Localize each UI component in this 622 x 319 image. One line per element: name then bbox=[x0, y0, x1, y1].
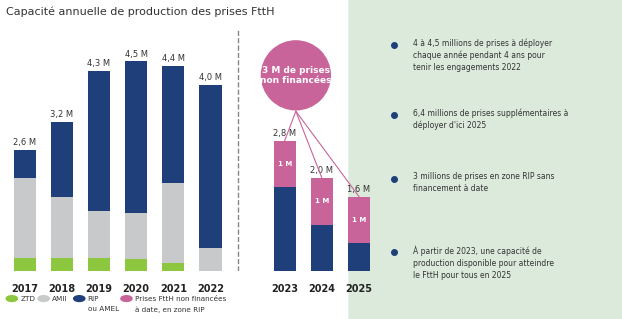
Text: 2,0 M: 2,0 M bbox=[310, 166, 333, 175]
Text: AMII: AMII bbox=[52, 296, 68, 302]
Bar bbox=[348, 243, 370, 271]
Text: 4,3 M: 4,3 M bbox=[88, 59, 111, 68]
Text: 4 à 4,5 millions de prises à déployer
chaque année pendant 4 ans pour
tenir les : 4 à 4,5 millions de prises à déployer ch… bbox=[414, 38, 552, 72]
Bar bbox=[125, 259, 147, 271]
Text: Prises FttH non financées: Prises FttH non financées bbox=[135, 296, 226, 302]
Text: Capacité annuelle de production des prises FttH: Capacité annuelle de production des pris… bbox=[6, 6, 275, 17]
Text: 4,5 M: 4,5 M bbox=[124, 49, 147, 59]
Bar bbox=[14, 178, 36, 258]
Bar bbox=[311, 178, 333, 225]
Bar bbox=[51, 122, 73, 197]
Text: 2,8 M: 2,8 M bbox=[273, 129, 296, 138]
Text: 2021: 2021 bbox=[160, 284, 187, 294]
Text: ou AMEL: ou AMEL bbox=[88, 306, 119, 312]
Text: 4,0 M: 4,0 M bbox=[199, 73, 222, 82]
Text: à date, en zone RIP: à date, en zone RIP bbox=[135, 306, 205, 313]
Bar bbox=[162, 263, 185, 271]
Text: À partir de 2023, une capacité de
production disponible pour atteindre
le FttH p: À partir de 2023, une capacité de produc… bbox=[414, 246, 554, 280]
Bar bbox=[274, 141, 296, 187]
Bar bbox=[274, 187, 296, 271]
Circle shape bbox=[261, 41, 330, 110]
Bar bbox=[88, 71, 110, 211]
Bar bbox=[51, 258, 73, 271]
Bar bbox=[51, 197, 73, 258]
Text: 6,4 millions de prises supplémentaires à
déployer d'ici 2025: 6,4 millions de prises supplémentaires à… bbox=[414, 108, 569, 130]
Text: 2024: 2024 bbox=[309, 284, 335, 294]
Text: 4,4 M: 4,4 M bbox=[162, 54, 185, 63]
Text: 2025: 2025 bbox=[345, 284, 373, 294]
Text: 1 M: 1 M bbox=[315, 198, 329, 204]
Text: 3 M de prises
non financées: 3 M de prises non financées bbox=[260, 66, 332, 85]
Text: RIP: RIP bbox=[88, 296, 99, 302]
Text: 1 M: 1 M bbox=[352, 217, 366, 223]
Bar bbox=[199, 85, 221, 248]
Text: ZTD: ZTD bbox=[20, 296, 35, 302]
Text: 1 M: 1 M bbox=[277, 161, 292, 167]
Text: 1,6 M: 1,6 M bbox=[348, 185, 371, 194]
Bar bbox=[125, 61, 147, 213]
Bar bbox=[311, 225, 333, 271]
Text: 2017: 2017 bbox=[11, 284, 39, 294]
Bar bbox=[162, 182, 185, 263]
Text: 2018: 2018 bbox=[49, 284, 75, 294]
Text: 2020: 2020 bbox=[123, 284, 150, 294]
Bar bbox=[162, 66, 185, 182]
Text: 2022: 2022 bbox=[197, 284, 224, 294]
Bar bbox=[88, 211, 110, 258]
Bar bbox=[348, 197, 370, 243]
Bar bbox=[14, 258, 36, 271]
Bar bbox=[14, 150, 36, 178]
Bar bbox=[199, 248, 221, 271]
Text: 2023: 2023 bbox=[271, 284, 298, 294]
Text: 3,2 M: 3,2 M bbox=[50, 110, 73, 119]
Bar bbox=[88, 258, 110, 271]
Text: 2019: 2019 bbox=[86, 284, 113, 294]
Text: 3 millions de prises en zone RIP sans
financement à date: 3 millions de prises en zone RIP sans fi… bbox=[414, 172, 555, 193]
Text: 2,6 M: 2,6 M bbox=[13, 138, 36, 147]
Bar bbox=[125, 213, 147, 259]
